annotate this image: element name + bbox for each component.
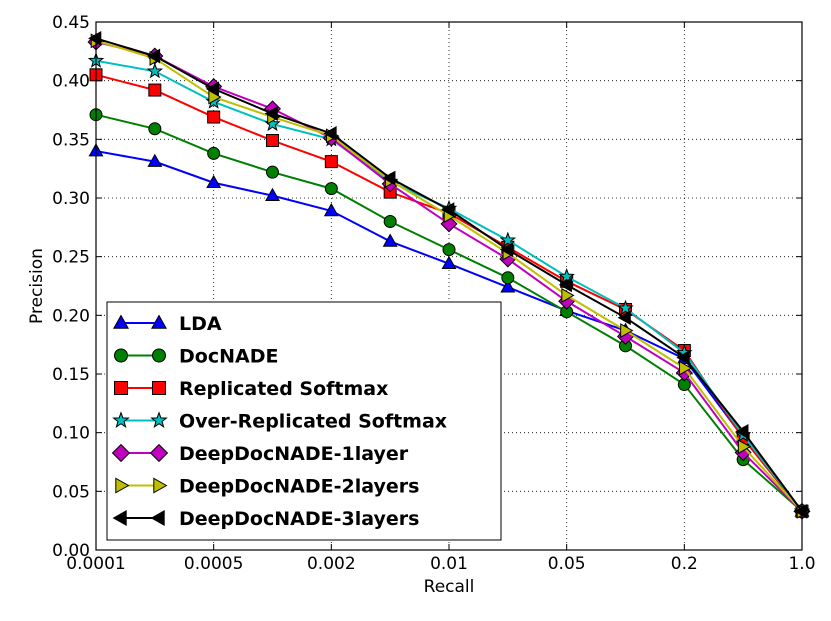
data-point <box>383 214 397 228</box>
y-tick-label: 0.10 <box>52 424 90 444</box>
legend-marker <box>112 314 130 329</box>
data-point <box>207 146 221 160</box>
data-point <box>617 310 631 326</box>
legend-marker <box>152 381 166 395</box>
data-point <box>146 62 164 79</box>
x-axis-label: Recall <box>424 577 475 597</box>
legend-item: DeepDocNADE-2layers <box>115 476 419 498</box>
data-point <box>147 153 163 167</box>
axis-ticks: 0.00 0.05 0.10 0.15 0.20 0.25 0.30 0.35 0.40 0.45… <box>52 13 815 574</box>
data-point <box>266 134 279 148</box>
data-point <box>737 439 752 455</box>
y-tick-label: 0.20 <box>52 306 90 326</box>
data-point <box>207 110 221 124</box>
x-tick-label: 0.0001 <box>66 554 125 574</box>
series-layer <box>87 30 811 520</box>
data-point <box>676 350 690 366</box>
legend-marker <box>114 381 128 395</box>
legend-marker <box>115 477 130 494</box>
data-point <box>500 279 516 293</box>
legend-marker <box>149 443 169 463</box>
data-point <box>558 267 575 284</box>
data-point <box>148 122 162 136</box>
legend-label: LDA <box>179 313 222 335</box>
data-point <box>382 233 398 247</box>
data-point <box>441 255 457 270</box>
legend-item: DocNADE <box>114 346 278 368</box>
y-tick-label: 0.25 <box>52 248 90 268</box>
data-point <box>323 126 337 141</box>
x-tick-label: 0.2 <box>671 554 698 574</box>
legend-marker <box>111 443 131 463</box>
x-tick-label: 1.0 <box>788 554 815 574</box>
data-point <box>558 277 572 293</box>
legend-label: Replicated Softmax <box>179 378 388 400</box>
x-tick-label: 0.05 <box>548 554 586 574</box>
legend: LDA DocNADE Replicated Softmax Over-Replica… <box>106 301 502 541</box>
data-point <box>205 81 219 97</box>
x-tick-label: 0.01 <box>430 554 468 574</box>
data-point <box>617 299 634 316</box>
legend-label: Over-Replicated Softmax <box>179 411 447 433</box>
legend-box <box>106 301 502 541</box>
legend-marker <box>150 411 168 428</box>
legend-item: Replicated Softmax <box>114 378 388 400</box>
legend-item: LDA <box>112 313 222 335</box>
data-point <box>442 243 456 257</box>
data-point <box>148 83 162 97</box>
data-point <box>324 155 338 169</box>
data-point <box>561 287 575 303</box>
data-point <box>679 360 693 376</box>
data-point <box>794 503 808 519</box>
legend-marker <box>152 348 166 363</box>
legend-marker <box>114 348 128 363</box>
legend-marker <box>112 411 130 428</box>
legend-item: Over-Replicated Softmax <box>112 411 447 433</box>
data-point <box>206 174 222 189</box>
legend-marker <box>112 509 127 527</box>
legend-label: DeepDocNADE-1layer <box>179 443 409 465</box>
data-point <box>499 242 514 258</box>
data-point <box>441 202 455 218</box>
data-point <box>382 170 396 186</box>
data-point <box>88 30 102 46</box>
y-tick-label: 0.30 <box>52 189 90 209</box>
data-point <box>324 182 338 196</box>
legend-label: DeepDocNADE-2layers <box>179 476 419 498</box>
y-tick-label: 0.15 <box>52 365 90 385</box>
data-point <box>265 187 280 201</box>
legend-marker <box>150 314 168 329</box>
y-tick-label: 0.05 <box>52 482 90 502</box>
data-point <box>146 48 161 64</box>
y-axis-label: Precision <box>27 248 47 324</box>
data-point <box>323 202 339 217</box>
data-point <box>735 424 749 439</box>
legend-item: DeepDocNADE-1layer <box>111 443 409 465</box>
legend-label: DocNADE <box>179 346 278 368</box>
y-tick-label: 0.35 <box>52 130 90 150</box>
y-tick-label: 0.45 <box>52 13 90 33</box>
data-point <box>501 271 515 285</box>
x-tick-label: 0.002 <box>307 554 356 574</box>
series-deepdocnade-3layers <box>88 30 808 519</box>
x-tick-label: 0.0005 <box>184 554 243 574</box>
y-tick-label: 0.40 <box>52 72 90 92</box>
legend-marker <box>150 509 165 527</box>
legend-item: DeepDocNADE-3layers <box>112 508 419 530</box>
legend-label: DeepDocNADE-3layers <box>179 508 419 530</box>
data-point <box>266 165 279 179</box>
legend-marker <box>153 477 168 494</box>
data-point <box>499 231 517 248</box>
data-point <box>620 323 634 339</box>
y-tick-label: 0.00 <box>52 541 90 561</box>
data-point <box>264 106 278 121</box>
